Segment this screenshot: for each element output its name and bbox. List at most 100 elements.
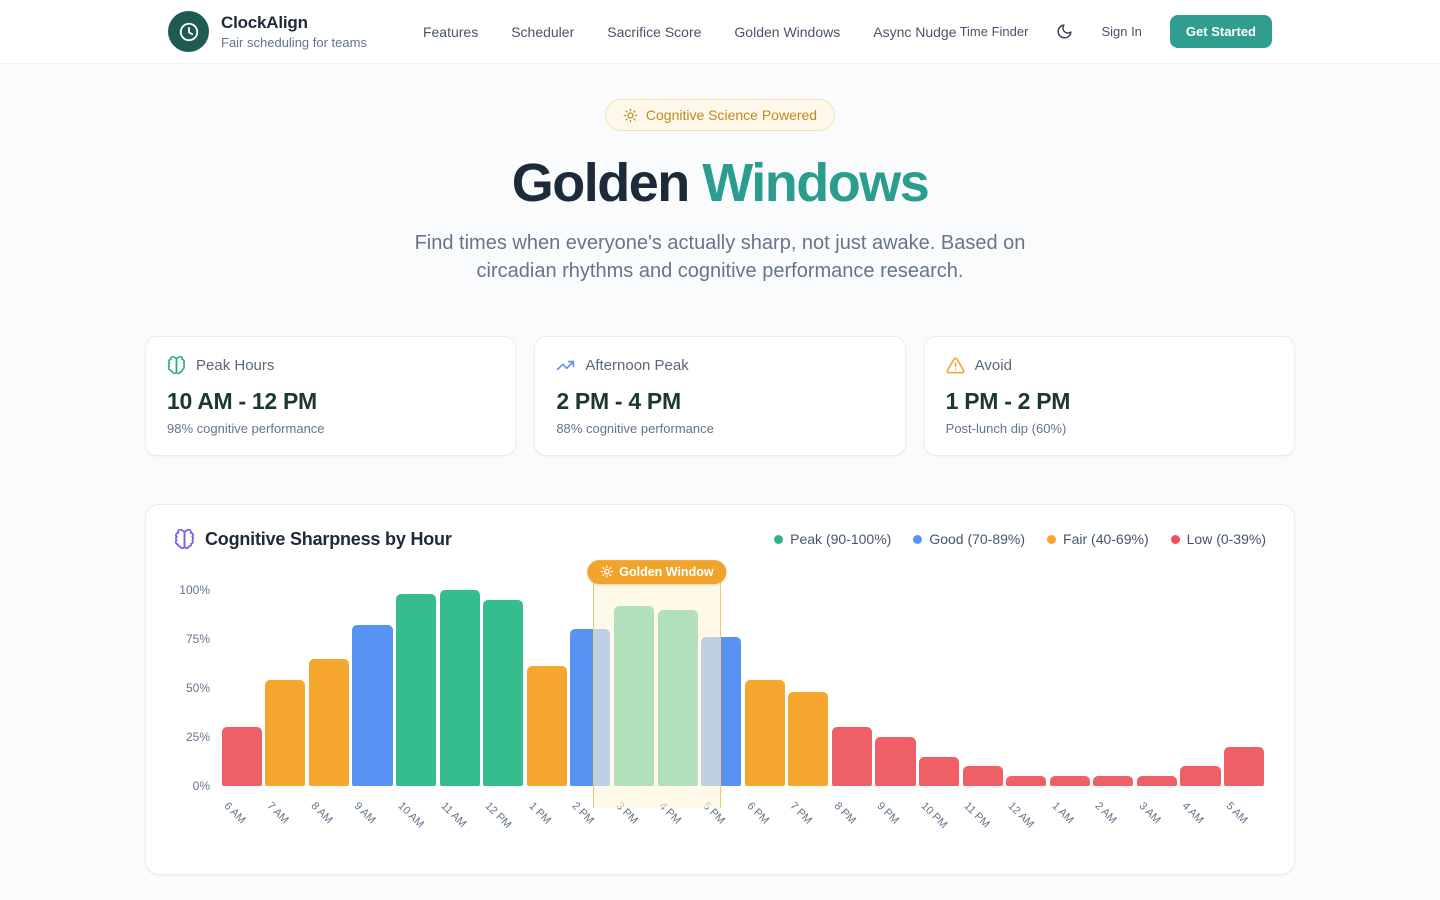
bar-8-am[interactable] [308,658,349,786]
bar-12-am[interactable] [1006,775,1047,786]
card-value: 10 AM - 12 PM [167,387,317,414]
bar-9-am[interactable] [352,624,393,786]
sun-icon [623,108,638,123]
x-axis-label: 6 AM [221,799,248,826]
brand-tagline: Fair scheduling for teams [221,35,367,50]
brand-name: ClockAlign [221,13,308,32]
legend-dot-icon [913,534,923,544]
bar-6-am[interactable] [221,726,262,786]
x-axis-label: 10 AM [395,799,426,831]
badge-label: Cognitive Science Powered [645,107,818,123]
bar-6-pm[interactable] [744,679,785,786]
nav-links: Features Scheduler Sacrifice Score Golde… [423,24,957,40]
x-axis-label: 1 PM [526,799,553,827]
nav-link-async-nudge[interactable]: Async Nudge [873,23,957,40]
afternoon-peak-card: Afternoon Peak 2 PM - 4 PM 88% cognitive… [534,335,906,456]
bar-11-pm[interactable] [962,765,1003,786]
stat-cards: Peak Hours 10 AM - 12 PM 98% cognitive p… [145,335,1295,456]
bar-5-am[interactable] [1224,746,1265,786]
bar-12-pm[interactable] [483,599,524,786]
bar-slot: 9 AM [351,590,395,826]
legend-dot-icon [1047,534,1057,544]
card-detail: Post-lunch dip (60%) [945,420,1067,436]
nav-link-scheduler[interactable]: Scheduler [511,23,575,40]
x-axis-label: 4 AM [1179,799,1207,826]
bar-slot: 5 AM [1222,590,1266,826]
bar-slot: 6 AM [220,590,264,826]
bar-slot: 8 PM [830,590,874,826]
hero-subtitle: Find times when everyone's actually shar… [414,232,1026,283]
hero-section: Cognitive Science Powered Golden Windows… [145,64,1295,286]
golden-window-pill: Golden Window [587,559,727,584]
get-started-button[interactable]: Get Started [1169,15,1272,48]
y-axis-label: 100% [179,582,210,597]
golden-window-label: Golden Window [619,564,714,579]
bar-3-am[interactable] [1136,775,1177,786]
bar-4-am[interactable] [1180,765,1221,786]
sign-in-link[interactable]: Sign In [1101,24,1142,39]
card-value: 1 PM - 2 PM [945,387,1071,414]
bar-8-pm[interactable] [831,726,872,786]
alert-triangle-icon [946,356,965,375]
nav-link-features[interactable]: Features [422,23,479,40]
x-axis-label: 1 AM [1049,799,1076,826]
x-axis-label: 12 PM [482,799,514,831]
x-axis-label: 11 PM [961,799,993,831]
bar-slot: 7 PM [787,590,831,826]
bar-10-am[interactable] [396,593,437,786]
x-axis-label: 11 AM [438,799,469,830]
legend-item: Good (70-89%) [913,531,1025,547]
x-axis-label: 7 PM [787,799,815,827]
bar-slot: 9 PM [874,590,918,826]
card-value: 2 PM - 4 PM [556,387,681,414]
brand-logo[interactable]: ClockAlign Fair scheduling for teams [168,11,367,52]
avoid-card: Avoid 1 PM - 2 PM Post-lunch dip (60%) [923,335,1295,456]
bar-slot: 1 AM [1048,590,1092,826]
clock-logo-icon [168,11,209,52]
page-title-accent: Windows [702,153,930,213]
bar-slot: 12 AM [1004,590,1048,830]
bar-7-am[interactable] [265,679,306,786]
bar-slot: 2 AM [1092,590,1136,826]
bar-10-pm[interactable] [919,756,960,786]
moon-icon [1056,23,1073,40]
x-axis-label: 3 AM [1136,799,1163,826]
legend-dot-icon [1170,534,1180,544]
bar-9-pm[interactable] [875,736,916,786]
card-label: Afternoon Peak [585,356,689,374]
x-axis-label: 10 PM [918,799,950,831]
chart-title: Cognitive Sharpness by Hour [205,528,452,549]
bar-1-am[interactable] [1049,775,1090,786]
bar-slot: 10 AM [394,590,438,830]
nav-link-sacrifice-score[interactable]: Sacrifice Score [607,23,702,40]
y-axis-label: 25% [185,729,210,744]
bar-11-am[interactable] [439,589,480,786]
nav-link-time-finder[interactable]: Time Finder [959,24,1029,39]
trending-up-icon [556,356,575,375]
bar-slot: 6 PM [743,590,787,826]
legend-dot-icon [774,534,784,544]
x-axis-label: 2 AM [1092,799,1119,826]
x-axis-label: 5 AM [1223,799,1250,826]
brain-icon [167,355,186,375]
legend-item: Fair (40-69%) [1047,531,1149,547]
chart-legend: Peak (90-100%) Good (70-89%) Fair (40-69%)… [774,531,1266,547]
card-detail: 88% cognitive performance [556,420,714,436]
brain-icon [174,528,195,550]
y-axis-label: 75% [185,631,210,646]
bar-1-pm[interactable] [526,665,567,786]
bar-slot: 8 AM [307,590,351,826]
bar-slot: 4 AM [1179,590,1223,826]
y-axis-label: 50% [185,680,210,695]
bar-slot: 12 PM [481,590,525,831]
nav-link-golden-windows[interactable]: Golden Windows [734,23,841,40]
y-axis-label: 0% [192,778,210,793]
card-label: Avoid [974,356,1012,374]
top-nav: ClockAlign Fair scheduling for teams Fea… [0,0,1440,64]
bar-slot: 10 PM [917,590,961,831]
x-axis-label: 8 AM [308,799,335,826]
bar-7-pm[interactable] [788,691,829,786]
theme-toggle-button[interactable] [1056,23,1073,40]
bar-2-am[interactable] [1093,775,1134,786]
peak-hours-card: Peak Hours 10 AM - 12 PM 98% cognitive p… [145,335,517,456]
